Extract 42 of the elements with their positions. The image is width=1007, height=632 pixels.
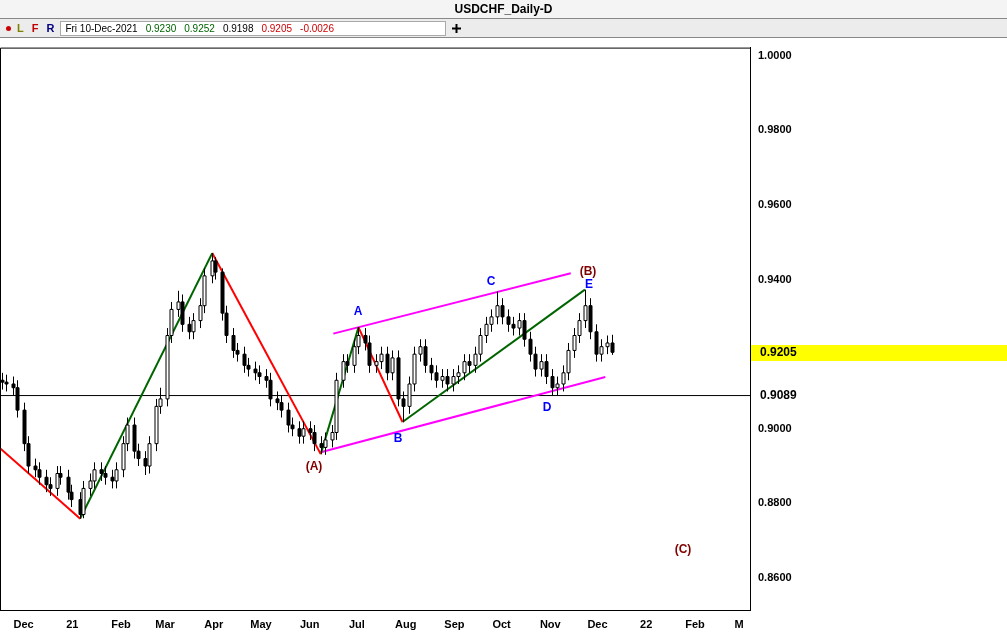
- x-tick-label: Mar: [155, 617, 176, 630]
- x-tick-label: Dec: [13, 617, 34, 630]
- annotation: A: [353, 304, 363, 319]
- text: 0.9230: [145, 21, 177, 35]
- x-tick-label: May: [250, 617, 273, 630]
- x-tick-label: Apr: [204, 617, 225, 630]
- annotation: C: [486, 273, 496, 288]
- text: 0.9205: [261, 21, 293, 35]
- x-tick-label: Jun: [299, 617, 320, 630]
- y-tick-label: 0.9000: [758, 421, 792, 434]
- text: R: [46, 22, 55, 34]
- x-tick-label: Nov: [539, 617, 562, 630]
- text: F: [31, 22, 39, 34]
- x-tick-label: Sep: [444, 617, 465, 630]
- annotation: B: [393, 430, 403, 445]
- text: 0.9198: [222, 21, 254, 35]
- x-tick-label: Jul: [348, 617, 365, 630]
- annotation: (A): [305, 458, 323, 473]
- x-tick-label: 21: [66, 617, 79, 630]
- y-tick-label: 0.9400: [758, 272, 792, 285]
- text: -0.0026: [300, 21, 334, 35]
- x-tick-label: Feb: [685, 617, 706, 630]
- chart-title: USDCHF_Daily-D: [0, 0, 1007, 19]
- annotation: D: [542, 400, 552, 415]
- text: L: [17, 22, 24, 34]
- x-tick-label: 22: [640, 617, 653, 630]
- x-tick-label: Oct: [492, 617, 512, 630]
- x-tick-label: Dec: [587, 617, 608, 630]
- y-tick-label: 1.0000: [758, 48, 792, 61]
- annotation: (B): [579, 263, 597, 278]
- y-tick-label: 0.9600: [758, 198, 792, 211]
- y-tick-label: 0.8600: [758, 570, 792, 583]
- x-tick-label: M: [734, 617, 744, 630]
- x-tick-label: Aug: [394, 617, 417, 630]
- ref-line-label: 0.9089: [760, 387, 798, 402]
- text: Fri 10-Dec-2021: [65, 21, 138, 35]
- text: 0.9252: [184, 21, 215, 35]
- annotation: (C): [674, 542, 692, 557]
- y-tick-label: 0.9800: [758, 123, 792, 136]
- text: 0.9205: [760, 345, 798, 360]
- x-tick-label: Feb: [111, 617, 132, 630]
- y-tick-label: 0.8800: [758, 496, 792, 509]
